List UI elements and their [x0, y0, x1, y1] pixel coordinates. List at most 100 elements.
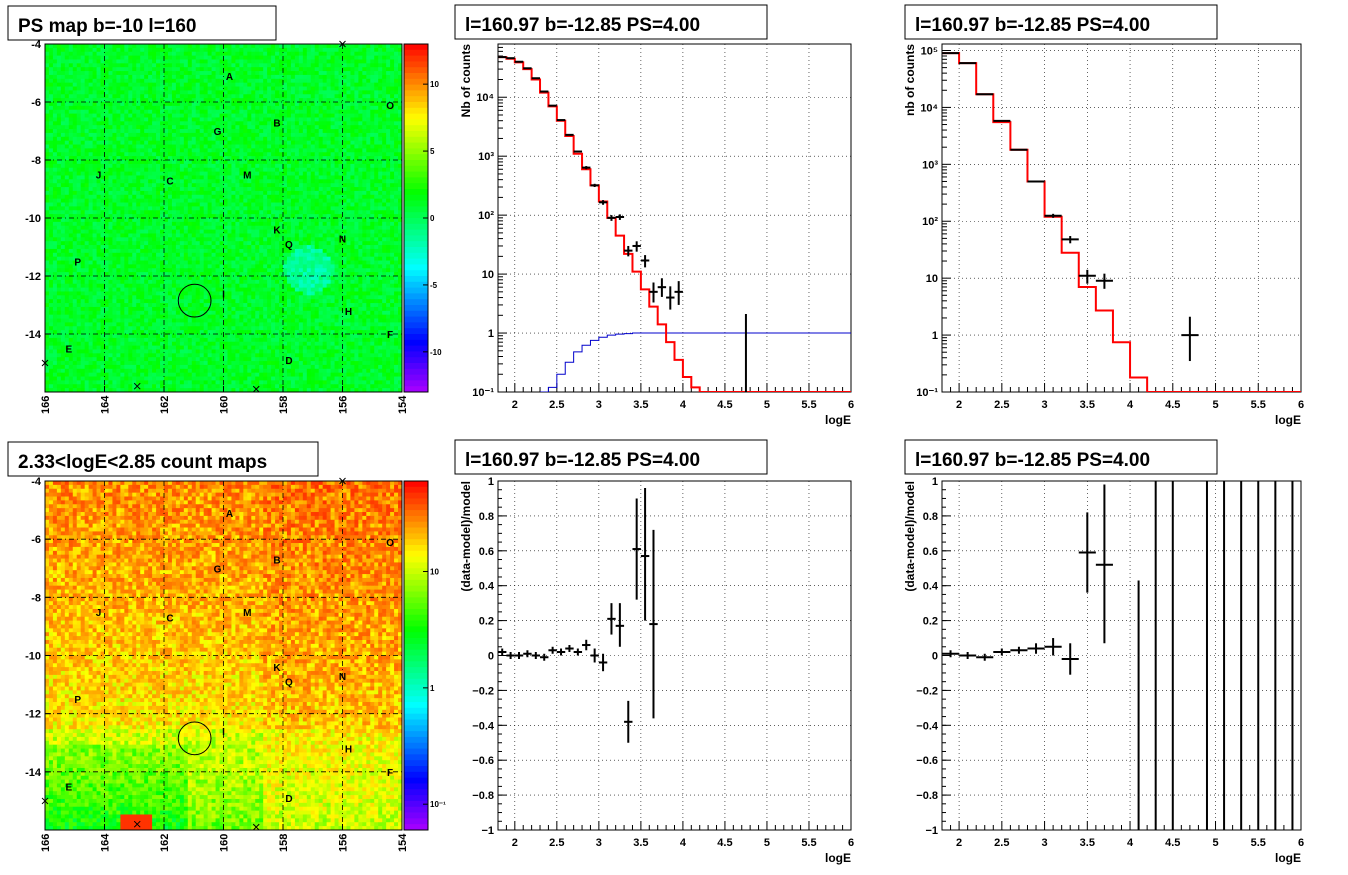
map-cell	[358, 144, 363, 149]
map-cell	[366, 167, 371, 172]
map-cell	[80, 245, 86, 250]
map-cell	[346, 82, 351, 87]
map-cell	[132, 113, 137, 118]
map-cell	[116, 129, 121, 134]
map-cell	[116, 171, 121, 176]
map-cell	[386, 225, 391, 230]
map-cell	[80, 206, 86, 211]
map-cell	[100, 237, 105, 242]
map-cell	[290, 129, 296, 134]
map-cell	[314, 132, 320, 138]
map-cell	[207, 152, 212, 157]
map-cell	[112, 98, 117, 103]
map-cell	[48, 140, 54, 145]
map-cell	[374, 132, 379, 138]
map-cell	[56, 221, 62, 227]
map-cell	[171, 148, 177, 153]
map-cell	[215, 202, 220, 207]
map-cell	[183, 117, 189, 122]
map-cell	[45, 171, 50, 176]
map-cell	[298, 109, 304, 114]
map-cell	[330, 86, 335, 91]
map-cell	[350, 132, 355, 138]
map-cell	[223, 55, 228, 60]
map-cell	[152, 183, 157, 188]
map-cell	[223, 117, 228, 122]
map-cell	[116, 86, 121, 91]
map-cell	[382, 156, 387, 161]
map-cell	[350, 113, 355, 118]
map-cell	[298, 229, 304, 234]
map-cell	[199, 152, 205, 157]
map-cell	[191, 175, 197, 180]
map-cell	[362, 190, 367, 196]
map-cell	[358, 121, 363, 126]
map-cell	[148, 113, 153, 118]
map-cell	[116, 67, 121, 72]
map-cell	[231, 245, 236, 250]
map-cell	[64, 47, 70, 53]
map-cell	[330, 140, 335, 145]
map-cell	[80, 218, 86, 223]
map-cell	[271, 233, 276, 238]
map-cell	[247, 202, 252, 207]
map-cell	[167, 105, 173, 111]
map-cell	[342, 241, 347, 246]
map-cell	[96, 144, 101, 149]
map-cell	[207, 105, 212, 111]
map-cell	[175, 202, 181, 207]
map-cell	[183, 237, 189, 242]
map-cell	[223, 245, 228, 250]
map-cell	[263, 47, 268, 53]
map-cell	[100, 245, 105, 250]
map-cell	[171, 94, 177, 99]
map-cell	[286, 74, 292, 80]
map-cell	[171, 74, 177, 80]
map-cell	[68, 67, 74, 72]
map-cell	[140, 256, 145, 261]
map-cell	[370, 113, 375, 118]
map-cell	[346, 171, 351, 176]
map-cell	[199, 44, 205, 49]
map-cell	[211, 225, 216, 230]
map-cell	[124, 160, 129, 165]
map-cell	[116, 125, 121, 130]
map-cell	[72, 86, 78, 91]
map-cell	[294, 187, 300, 192]
map-cell	[207, 121, 212, 126]
map-cell	[334, 136, 339, 142]
map-cell	[156, 125, 161, 130]
map-cell	[342, 148, 347, 153]
map-cell	[302, 55, 308, 60]
map-cell	[45, 206, 50, 211]
map-cell	[378, 47, 383, 53]
map-cell	[310, 121, 316, 126]
map-cell	[286, 214, 292, 219]
map-cell	[326, 198, 331, 203]
map-cell	[386, 233, 391, 238]
map-cell	[386, 105, 391, 111]
map-cell	[330, 82, 335, 87]
map-cell	[271, 218, 276, 223]
map-cell	[52, 202, 58, 207]
map-cell	[259, 156, 264, 161]
map-cell	[112, 202, 117, 207]
map-cell	[80, 179, 86, 184]
map-cell	[338, 117, 343, 122]
map-cell	[398, 86, 403, 91]
map-cell	[215, 248, 220, 254]
map-cell	[64, 221, 70, 227]
map-cell	[275, 55, 280, 60]
map-cell	[164, 198, 169, 203]
map-cell	[322, 187, 328, 192]
map-cell	[255, 71, 260, 76]
map-cell	[286, 117, 292, 122]
map-cell	[167, 252, 173, 258]
map-cell	[148, 190, 153, 196]
map-cell	[164, 44, 169, 49]
map-cell	[318, 245, 324, 250]
map-cell	[148, 71, 153, 76]
map-cell	[259, 74, 264, 80]
map-cell	[76, 105, 82, 111]
map-cell	[160, 136, 165, 142]
